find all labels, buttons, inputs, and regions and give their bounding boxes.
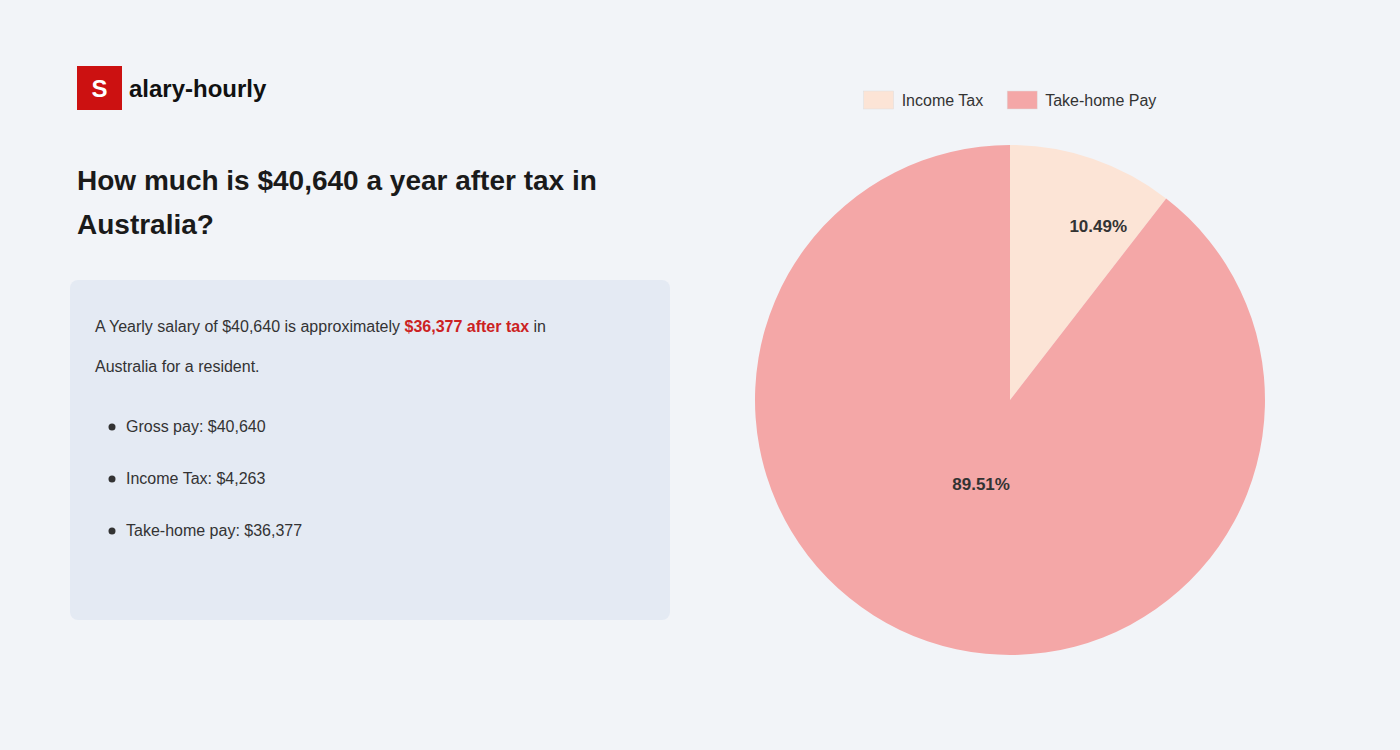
info-box: [70, 280, 670, 620]
summary-text: A Yearly salary of $40,640 is approximat…: [95, 318, 405, 335]
title: Australia?: [77, 209, 214, 240]
bullet: [109, 476, 116, 483]
logo-box: [77, 66, 122, 110]
bullet: [109, 424, 116, 431]
title: How much is $40,640 a year after tax in: [77, 165, 597, 196]
logo-text: alary-hourly: [129, 75, 267, 102]
legend-swatch: [864, 91, 894, 109]
legend-swatch: [1007, 91, 1037, 109]
legend-item: Take-home Pay: [1007, 91, 1156, 109]
bullet: [109, 528, 116, 535]
legend-item: Income Tax: [864, 91, 984, 109]
data-label: 89.51%: [952, 475, 1010, 494]
legend-label: Income Tax: [902, 92, 984, 109]
summary-line: Australia for a resident.: [95, 358, 260, 375]
chart: Salary-hourly How much is $40,640 a year …: [0, 0, 1400, 750]
bullet-text: Income Tax: $4,263: [126, 470, 265, 487]
summary-text: in: [529, 318, 546, 335]
data-labels: 10.49% 89.51%: [952, 217, 1127, 494]
background: [0, 0, 1400, 750]
legend: Income Tax Take-home Pay: [864, 91, 1157, 109]
summary-line: A Yearly salary of $40,640 is approximat…: [95, 318, 546, 335]
legend-label: Take-home Pay: [1045, 92, 1156, 109]
bullet-text: Take-home pay: $36,377: [126, 522, 302, 539]
data-label: 10.49%: [1069, 217, 1127, 236]
pie: [755, 145, 1265, 655]
bullet-text: Gross pay: $40,640: [126, 418, 266, 435]
pie-slice: [755, 145, 1265, 655]
summary-highlight: $36,377 after tax: [405, 318, 530, 335]
logo-initial: S: [91, 75, 107, 102]
